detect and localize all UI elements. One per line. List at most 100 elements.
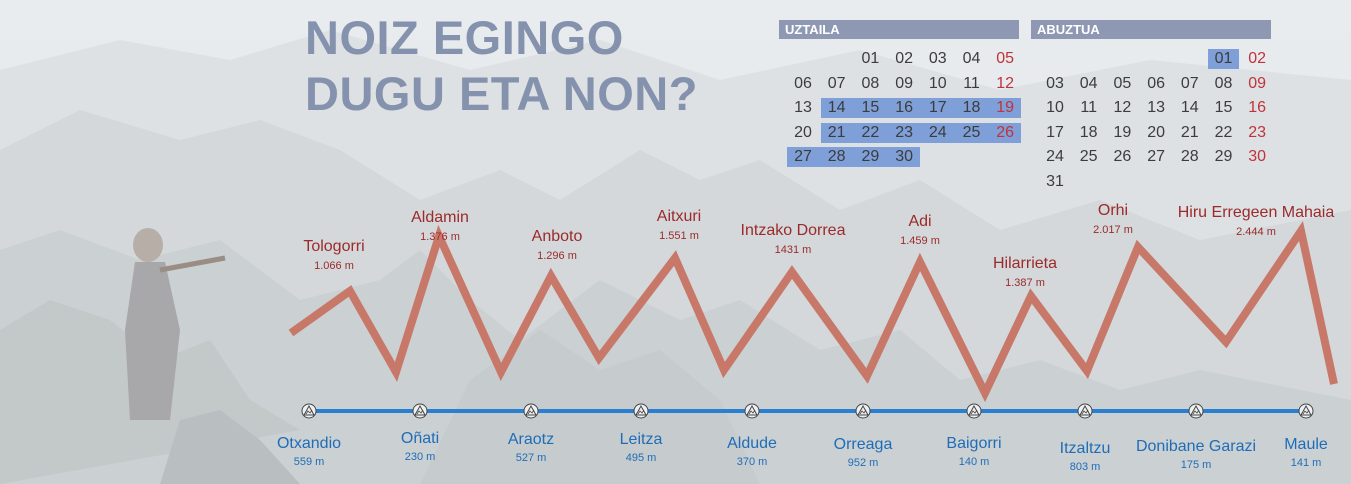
calendar-day: 15 [861,99,880,117]
mountain-triangle-icon [633,403,649,419]
calendar-day: 10 [928,74,947,92]
title-line-1: NOIZ EGINGO [305,11,624,64]
peak-name: Orhi [1097,202,1129,219]
calendar-day: 07 [827,74,846,92]
town-altitude: 803 m [1069,461,1101,473]
town-marker-detail [416,409,424,415]
town-name: Orreaga [833,436,893,453]
calendar-day: 25 [962,123,981,141]
peak-name: Anboto [531,228,583,245]
peak-name: Hilarrieta [992,255,1058,272]
calendar-day: 26 [996,123,1015,141]
town-marker-detail [748,409,756,415]
town-name: Baigorri [946,435,1002,452]
calendar-month-header: ABUZTUA [1031,20,1271,39]
calendar-day: 03 [928,50,947,67]
profile-layer [288,220,1338,403]
peak-altitude: 2.017 m [1093,224,1133,236]
calendar-day: 12 [996,74,1015,92]
town-marker-detail [637,409,645,415]
mountain-triangle-icon [523,403,539,419]
page-title: NOIZ EGINGO DUGU ETA NON? [305,10,698,122]
calendar-day: 21 [827,123,846,141]
calendar-day: 13 [1147,99,1165,117]
calendar-highlight [820,122,1021,143]
town-altitude: 230 m [404,451,436,463]
calendar-day: 10 [1046,99,1064,117]
mountain-triangle-icon [412,403,428,419]
peak-altitude: 1.387 m [1005,277,1045,289]
peak-name: Adi [908,213,932,230]
calendar-day: 08 [1214,74,1233,92]
town-altitude: 140 m [958,456,990,468]
calendar-day: 12 [1113,99,1132,117]
calendar-day: 01 [1214,50,1233,67]
calendar-day: 28 [827,148,846,166]
calendar-day: 21 [1180,123,1199,141]
calendar-day: 01 [861,50,880,67]
town-altitude: 495 m [625,452,657,464]
peak-name: Tologorri [303,238,365,255]
town-marker-detail [970,409,978,415]
calendar-month-header: UZTAILA [779,20,1019,39]
calendar-day: 30 [1248,148,1267,166]
calendar-grid: 01 02 03 04 05 06 07 08 09 10 11 12 13 14 15 16 17 18 19 20… [779,39,1021,169]
peak-name: Aitxuri [656,208,702,225]
peak-altitude: 1.551 m [659,230,699,242]
peak-name: Hiru Erregeen Mahaia [1177,204,1335,221]
town-name: Araotz [507,431,555,448]
town-altitude: 370 m [736,456,768,468]
calendar-day: 04 [1079,74,1098,92]
calendar-grid: 01 02 03 04 05 06 07 08 09 10 11 12 13 14 15 16 17 18 19 20… [1031,39,1271,190]
calendar-day: 27 [794,148,812,166]
calendar-day: 13 [794,99,812,117]
peak-name: Aldamin [411,209,469,226]
town-marker-detail [1302,409,1310,415]
peak-altitude: 2.444 m [1236,226,1276,238]
calendar-day: 03 [1046,74,1064,92]
town-altitude: 952 m [847,457,879,469]
town-marker-detail [1192,409,1200,415]
calendar-day: 05 [996,50,1015,67]
calendar-day: 16 [1248,99,1267,117]
mountain-triangle-icon [1298,403,1314,419]
calendar-day: 31 [1046,173,1064,190]
calendar-day: 22 [861,123,880,141]
peak-altitude: 1.296 m [537,250,577,262]
peak-altitude: 1.459 m [900,235,940,247]
calendar-day: 27 [1147,148,1165,166]
calendar-day: 30 [895,148,913,166]
calendar-day: 14 [827,99,846,117]
calendar-highlight [787,147,920,168]
mountain-triangle-icon [301,403,317,419]
town-name: Leitza [619,431,663,448]
calendar-uztaila: UZTAILA 01 02 03 04 05 06 07 08 09 10 11 12 13 14 15 16… [779,20,1021,169]
town-altitude: 141 m [1290,457,1322,469]
calendar-highlight [820,98,1021,119]
calendar-day: 09 [1248,74,1267,92]
calendar-day: 02 [1248,50,1267,67]
calendar-day: 11 [963,74,980,92]
town-marker-detail [305,409,313,415]
elevation-profile-line [288,220,1338,403]
calendar-day: 25 [1079,148,1098,166]
calendar-day: 17 [928,99,947,117]
calendar-day: 28 [1180,148,1199,166]
calendar-day: 06 [1147,74,1165,92]
town-altitude: 527 m [515,452,547,464]
mountain-triangle-icon [1188,403,1204,419]
calendar-day: 04 [962,50,981,67]
town-marker-detail [527,409,535,415]
calendar-day: 11 [1080,99,1097,117]
calendar-day: 15 [1214,99,1233,117]
calendar-day: 20 [794,123,812,141]
calendar-day: 24 [928,123,947,141]
calendar-day: 24 [1046,148,1064,166]
town-name: Itzaltzu [1059,440,1111,457]
calendar-day: 18 [1079,123,1098,141]
town-name: Otxandio [276,435,342,452]
town-marker-detail [1081,409,1089,415]
calendar-day: 09 [895,74,913,92]
mountain-triangle-icon [1077,403,1093,419]
title-line-2: DUGU ETA NON? [305,67,698,120]
